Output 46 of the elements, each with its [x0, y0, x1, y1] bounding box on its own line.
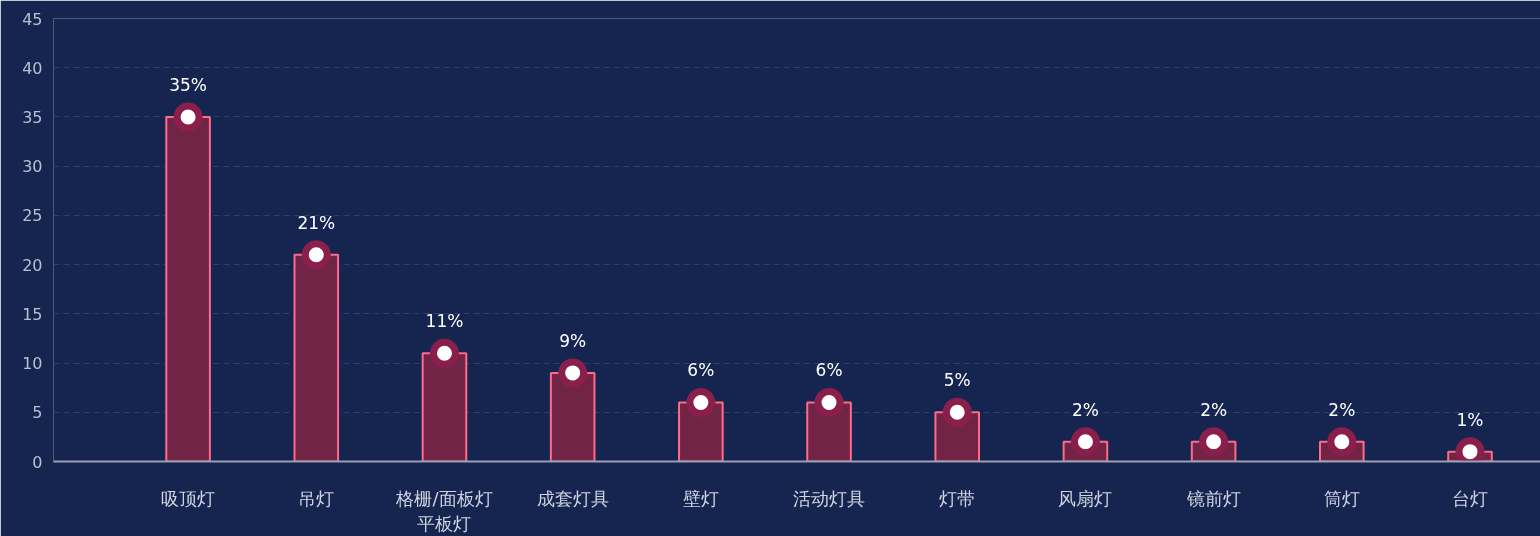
y-tick-label: 25 [22, 206, 43, 226]
data-label: 21% [297, 212, 336, 233]
x-tick-label: 吸顶灯 [161, 487, 216, 509]
data-label: 2% [1200, 399, 1228, 420]
point [558, 358, 588, 388]
y-tick-label: 35 [22, 107, 43, 127]
y-tick-label: 15 [22, 304, 43, 324]
data-label: 11% [425, 311, 464, 332]
y-tick-label: 30 [22, 157, 43, 177]
point [814, 387, 844, 417]
x-tick-label: 壁灯 [682, 487, 719, 509]
data-label: 35% [169, 74, 207, 95]
x-tick-label: 风扇灯 [1058, 487, 1113, 509]
point [173, 102, 203, 132]
point [942, 397, 972, 427]
y-tick-label: 45 [22, 9, 43, 29]
point [1327, 427, 1357, 457]
bar [293, 253, 340, 462]
point [429, 338, 459, 368]
y-tick-label: 5 [32, 403, 43, 423]
x-tick-label: 吊灯 [298, 487, 335, 509]
x-tick-label: 成套灯具 [536, 487, 609, 509]
data-label: 6% [815, 360, 843, 381]
point [1199, 427, 1229, 457]
y-tick-label: 0 [32, 452, 43, 472]
bar [549, 371, 596, 462]
y-tick-label: 40 [22, 58, 43, 78]
x-tick-label: 灯带 [939, 487, 976, 509]
x-tick-label: 格栅/面板灯平板灯 [395, 487, 493, 534]
point [686, 387, 716, 417]
point [1070, 427, 1100, 457]
bar [421, 352, 468, 462]
data-label: 9% [559, 330, 587, 351]
data-label: 5% [943, 370, 971, 391]
data-label: 2% [1071, 399, 1099, 420]
bar [165, 115, 211, 462]
y-tick-label: 10 [22, 354, 43, 374]
data-label: 2% [1328, 399, 1356, 420]
x-tick-label: 台灯 [1452, 487, 1488, 509]
x-tick-label: 镜前灯 [1185, 487, 1241, 509]
x-tick-label: 筒灯 [1323, 487, 1360, 509]
data-label: 6% [687, 360, 715, 381]
x-tick-label: 活动灯具 [793, 487, 866, 509]
y-tick-label: 20 [22, 255, 43, 275]
data-label: 1% [1456, 409, 1484, 430]
point [301, 240, 331, 270]
